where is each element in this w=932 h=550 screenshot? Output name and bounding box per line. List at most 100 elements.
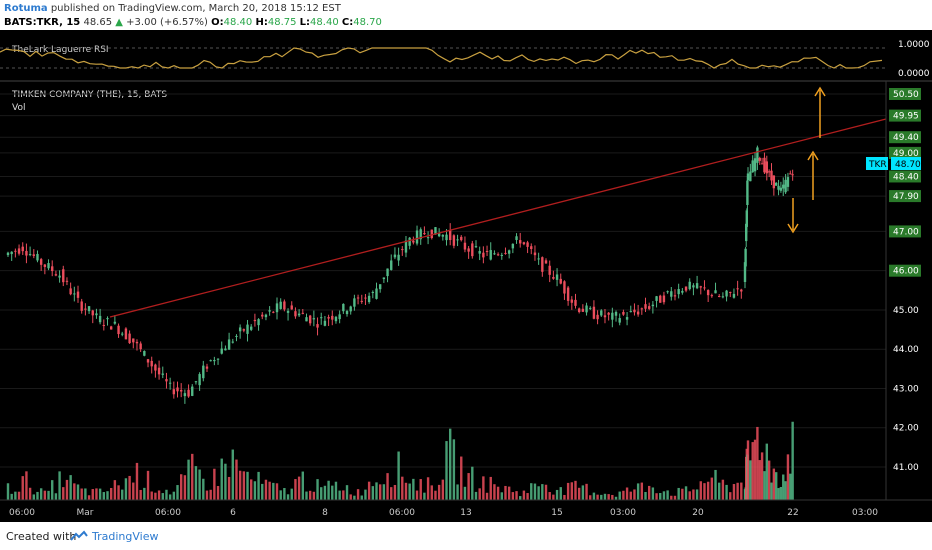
up-arrow-icon [807,150,819,200]
volume-bar [430,485,433,500]
volume-bar [187,459,190,500]
author-link[interactable]: Rotuma [4,3,48,14]
ind-tick-bottom: 0.0000 [898,69,930,79]
volume-bar [760,452,764,500]
candle-body [246,324,249,334]
volume-bar [261,483,264,500]
price-axis: 50.50 49.95 49.40 49.00 48.40 47.90 47.00 46.00… [889,88,921,473]
candle-body [143,351,146,356]
volume-bar [710,477,714,500]
candle-body [725,290,728,297]
volume-bar [756,426,759,500]
time-axis: 06:00 Mar 06:00 6 8 06:00 13 15 03:00 20 22 03:00 [9,508,878,518]
volume-bar [165,489,168,500]
candle-body [179,390,183,392]
rsi-line [0,47,883,69]
candle-body [426,237,430,239]
tradingview-link[interactable]: TradingView [92,530,159,543]
current-value: 48.70 [895,160,921,170]
volume-bar [467,473,470,500]
candle-body [445,234,448,241]
volume-bar [570,482,574,500]
high-label: H: [255,17,268,28]
volume-bar [268,481,271,500]
volume-bar [666,490,669,500]
candle-body [767,171,771,173]
candle-body [54,274,58,276]
price-tick-label: 47.00 [893,227,919,237]
candle-body [364,297,367,299]
volume-bar [113,480,117,500]
candle-body [194,381,198,383]
candle-body [651,304,655,307]
volume-bar [559,487,562,500]
chart-canvas[interactable]: TheLark Laguerre RSI 1.0000 0.0000 TIMKE… [0,30,932,522]
volume-bar [681,488,684,500]
volume-bar [574,480,577,500]
volume-bar [235,459,238,500]
candle-body [367,295,371,303]
volume-bar [699,481,702,500]
candle-body [264,314,268,318]
volume-bar [456,484,459,500]
volume-bar [202,478,205,500]
volume-bar [176,485,179,500]
price-tick: 41.00 [893,463,919,473]
candle-body [552,277,555,279]
volume-bar [647,485,651,500]
volume-bar [378,484,382,500]
price-tick-label: 49.95 [893,112,919,122]
candle-body [375,288,378,299]
volume-bar [706,481,710,500]
volume-bar [146,470,150,500]
candle-body [168,382,172,384]
volume-bar [109,487,113,500]
vol-label: Vol [12,103,25,113]
candle-body [655,296,658,301]
volume-bar [460,456,463,500]
candle-body [191,386,194,396]
candle-body [102,324,106,326]
candle-body [213,360,216,362]
volume-bar [327,480,330,500]
volume-bar [592,492,596,500]
volume-bar [213,468,216,500]
time-tick-label: Mar [77,508,94,518]
high-value: 48.75 [267,17,297,28]
price-tick: 44.00 [893,345,919,355]
candle-body [382,277,386,280]
candle-body [272,311,275,313]
candle-body [467,248,470,252]
trendline[interactable] [109,118,887,318]
volume-bar [139,489,142,500]
candle-body [235,335,238,337]
ohlc-line: BATS:TKR, 15 48.65 ▲ +3.00 (+6.57%) O:48… [4,17,382,28]
up-arrow-icon: ▲ [115,17,123,28]
candle-body [128,333,131,344]
candle-body [474,246,478,248]
candle-body [290,305,293,310]
volume-bar [746,440,750,500]
time-tick-label: 22 [787,508,798,518]
candle-body [39,259,43,265]
volume-bar [76,484,80,500]
candle-body [238,327,242,332]
candle-body [684,286,688,291]
volume-bar [611,494,614,500]
candle-body [478,251,481,254]
candle-body [338,314,341,320]
publish-info: published on TradingView.com, March 20, … [50,3,341,14]
candle-body [570,299,574,303]
candle-body [437,233,441,237]
volume-bar [677,487,680,500]
candle-body [622,311,625,315]
candle-body [161,373,164,375]
candle-body [308,315,312,324]
candle-body [275,303,279,313]
candle-body [681,290,684,293]
volume-bar [655,493,658,500]
candle-body [692,285,695,288]
candle-body [659,295,662,303]
candle-body [530,246,533,250]
volume-bar [412,478,415,500]
